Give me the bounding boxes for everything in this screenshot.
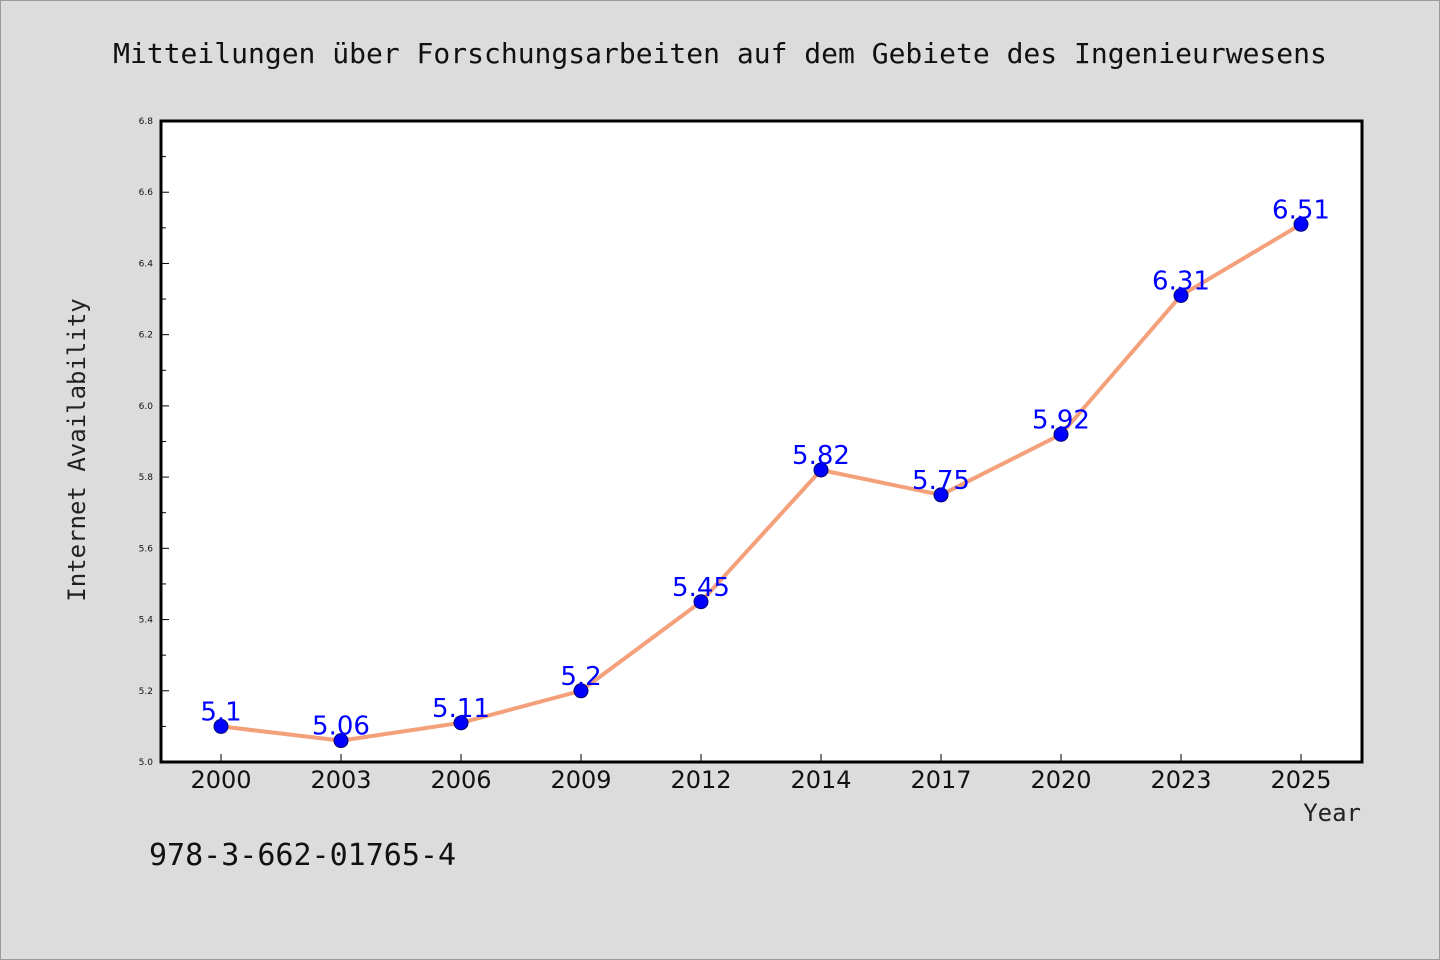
data-point: [813, 462, 829, 478]
plot-area: [159, 119, 1364, 764]
data-label: 5.45: [672, 573, 730, 603]
y-tick-label: 6.8: [139, 117, 154, 127]
data-series: [213, 216, 1309, 749]
chart-title: Mitteilungen über Forschungsarbeiten auf…: [113, 37, 1327, 70]
isbn-text: 978-3-662-01765-4: [149, 838, 456, 873]
series-line: [219, 222, 1303, 743]
x-axis-label: Year: [1303, 799, 1361, 827]
data-label: 5.1: [200, 697, 241, 727]
data-label: 5.2: [560, 662, 601, 692]
y-tick-label: 6.0: [139, 402, 154, 412]
data-point: [1173, 287, 1189, 303]
y-tick-label: 5.4: [139, 616, 154, 626]
y-axis-label: Internet Availability: [63, 298, 91, 601]
data-label: 5.82: [792, 441, 850, 471]
x-tick-label: 2012: [670, 766, 731, 794]
data-point: [573, 683, 589, 699]
data-labels: 5.1 5.06 5.11 5.2 5.45 5.82 5.75 5.92 6.31 6.51: [200, 195, 1330, 741]
y-tick-label: 5.2: [139, 687, 153, 697]
x-tick-label: 2023: [1150, 766, 1211, 794]
data-point: [1293, 216, 1309, 232]
data-point: [693, 594, 709, 610]
x-tick-label: 2000: [190, 766, 251, 794]
x-tick-label: 2025: [1270, 766, 1331, 794]
data-label: 6.51: [1272, 195, 1330, 225]
y-tick-label: 6.2: [139, 331, 153, 341]
x-tick-label: 2020: [1030, 766, 1091, 794]
y-tick-label: 5.8: [139, 473, 154, 483]
x-axis-ticks: 2000 2003 2006 2009 2012 2014 2017 2020 2023 2025: [190, 754, 1332, 794]
data-point: [1053, 426, 1069, 442]
data-point: [333, 733, 349, 749]
x-tick-label: 2014: [790, 766, 851, 794]
data-label: 6.31: [1152, 266, 1210, 296]
data-label: 5.92: [1032, 405, 1090, 435]
x-tick-label: 2006: [430, 766, 491, 794]
data-label: 5.75: [912, 466, 970, 496]
y-axis-ticks: 5.0 5.2 5.4 5.6 5.8 6.0 6.2 6.4 6.6 6.8: [139, 117, 169, 768]
data-point: [213, 718, 229, 734]
data-label: 5.06: [312, 712, 370, 742]
y-tick-label: 6.4: [139, 259, 154, 269]
x-tick-label: 2017: [910, 766, 971, 794]
y-tick-label: 5.0: [139, 758, 154, 768]
x-tick-label: 2009: [550, 766, 611, 794]
x-tick-label: 2003: [310, 766, 371, 794]
data-point: [933, 487, 949, 503]
y-tick-label: 6.6: [139, 188, 154, 198]
y-tick-label: 5.6: [139, 544, 154, 554]
data-label: 5.11: [432, 694, 490, 724]
data-point: [453, 715, 469, 731]
